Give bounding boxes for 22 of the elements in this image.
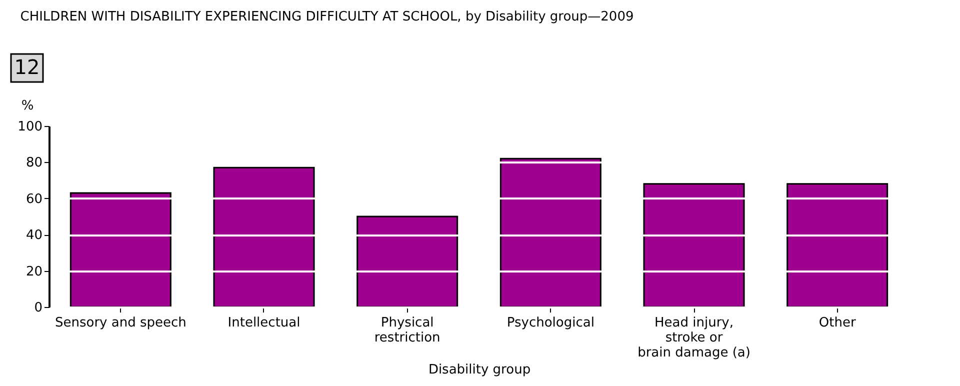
x-tick-label: Head injury, stroke or brain damage (a) [638,316,750,360]
bar [786,183,888,308]
bar [213,166,315,308]
x-tick-label: Intellectual [228,316,300,330]
x-tick-label: Physical restriction [374,316,440,346]
x-axis-title: Disability group [428,362,531,378]
x-tick-label: Psychological [506,316,594,330]
text: 12 [14,55,40,79]
bar [70,192,172,308]
bar [500,158,602,308]
bar [643,183,745,308]
x-tick-label: Sensory and speech [54,316,186,330]
y-tick-label: 0 [34,300,42,316]
y-axis-title: % [21,98,34,114]
y-tick-label: 20 [26,264,42,280]
y-tick-label: 40 [26,228,42,244]
bar [356,216,458,308]
chart-title: CHILDREN WITH DISABILITY EXPERIENCING DIFFICULTY AT SCHOOL, by Disability group—2009 [20,9,634,24]
y-tick-label: 60 [26,192,42,207]
y-tick-label: 80 [26,156,42,171]
y-tick-label: 100 [18,120,42,134]
x-tick-label: Other [818,316,856,330]
